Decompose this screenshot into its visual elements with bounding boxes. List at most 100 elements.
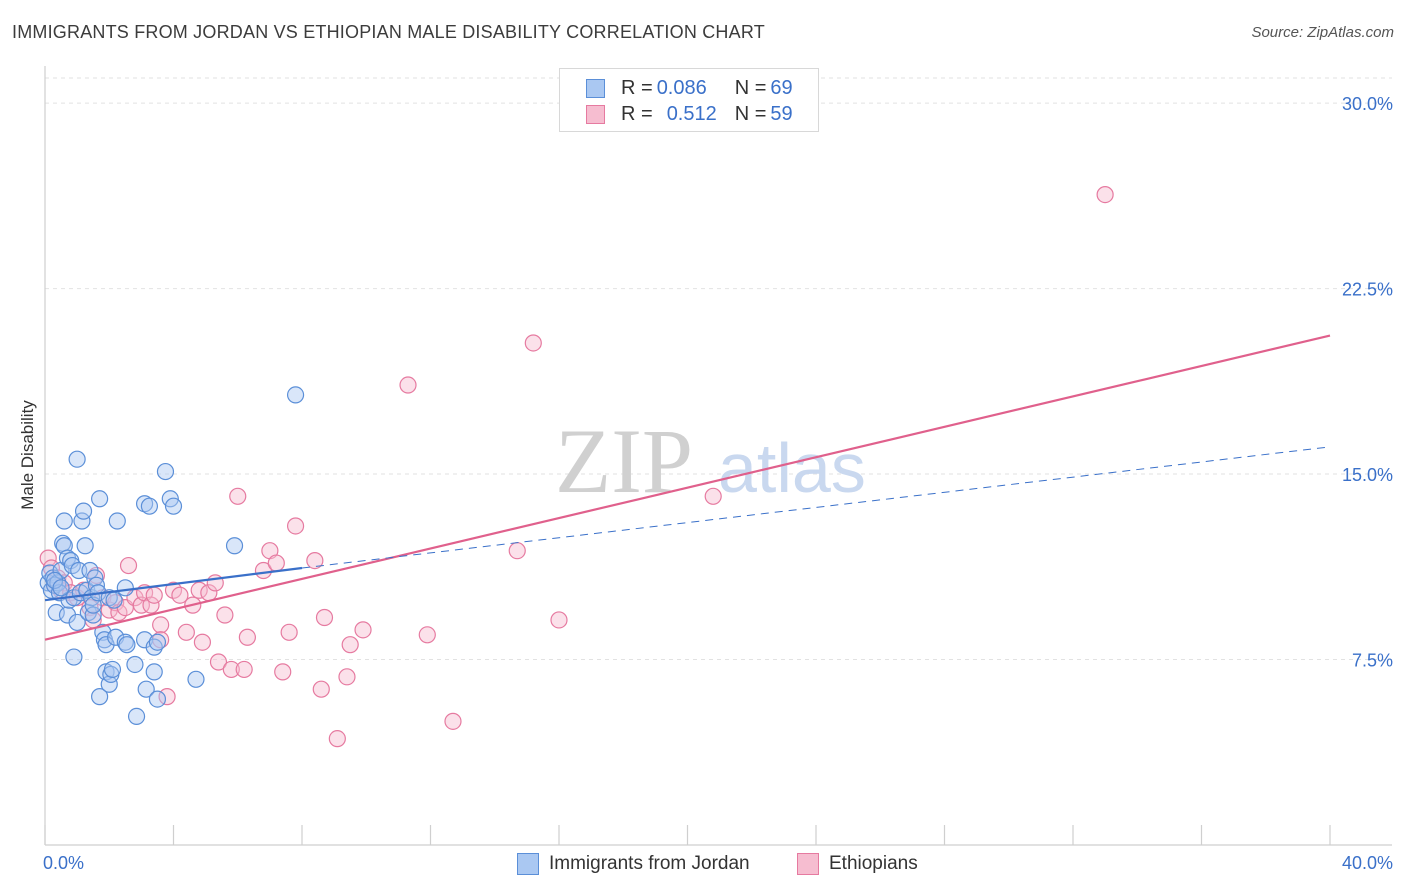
jordan-point	[148, 633, 167, 651]
ethiopians-trend-line	[44, 334, 1331, 641]
jordan-point	[225, 537, 244, 555]
ethiopians-point	[171, 586, 189, 604]
ethiopians-point	[524, 334, 542, 352]
ethiopians-point	[39, 549, 57, 567]
jordan-point	[68, 450, 86, 468]
jordan-point	[52, 579, 70, 597]
ethiopians-point	[222, 660, 240, 679]
ethiopians-point	[238, 628, 256, 646]
ethiopians-point	[418, 626, 436, 644]
jordan-point	[105, 591, 123, 609]
ethiopians-point	[328, 730, 346, 748]
ethiopians-point	[254, 561, 273, 580]
x-tick-label-min: 0.0%	[43, 853, 84, 873]
watermark: ZIP atlas	[555, 410, 866, 512]
x-tick-label-max: 40.0%	[1342, 853, 1393, 873]
ethiopians-point	[209, 653, 228, 671]
tick-labels: 7.5% 15.0% 22.5% 30.0% 0.0% 40.0%	[43, 94, 1393, 873]
ethiopians-point	[508, 542, 526, 560]
y-tick-label: 15.0%	[1342, 465, 1393, 485]
ethiopians-point	[338, 668, 356, 686]
legend-jordan-label: Immigrants from Jordan	[549, 853, 750, 874]
jordan-n-value: 69	[770, 76, 793, 99]
ethiopians-n-label: N =	[734, 102, 767, 125]
ethiopians-point	[274, 663, 292, 681]
watermark-zip: ZIP	[555, 410, 693, 512]
ethiopians-point	[306, 552, 324, 570]
jordan-point	[47, 603, 65, 622]
ethiopians-point	[704, 487, 722, 505]
ethiopians-n-value: 59	[770, 102, 793, 125]
ethiopians-point	[286, 517, 305, 535]
legend-row-ethiopians: R = 0.512 N = 59	[586, 102, 793, 126]
jordan-point	[187, 670, 205, 688]
jordan-r-value: 0.086	[656, 76, 707, 99]
ethiopians-point	[354, 621, 372, 639]
ethiopians-point	[399, 376, 417, 394]
jordan-point	[76, 537, 94, 555]
source-credit: Source: ZipAtlas.com	[1251, 24, 1394, 41]
ethiopians-point	[152, 616, 170, 634]
jordan-point	[137, 680, 155, 698]
jordan-point	[116, 579, 134, 597]
jordan-point	[68, 613, 86, 632]
jordan-point	[145, 663, 163, 681]
y-tick-label: 7.5%	[1352, 651, 1393, 671]
jordan-point	[91, 490, 109, 508]
ethiopians-r-value: 0.512	[666, 102, 717, 125]
jordan-point	[286, 386, 305, 404]
ethiopians-swatch	[586, 104, 605, 124]
ethiopians-point	[444, 712, 462, 730]
legend-jordan-swatch	[517, 853, 539, 875]
legend-item-jordan: Immigrants from Jordan	[517, 852, 750, 876]
jordan-point	[145, 638, 163, 656]
ethiopians-point	[145, 586, 163, 604]
ethiopians-r-label: R =	[621, 102, 653, 125]
ethiopians-point	[177, 623, 195, 641]
jordan-point	[74, 502, 93, 520]
jordan-point	[126, 655, 144, 674]
jordan-trend-line-dashed	[301, 446, 1331, 569]
jordan-point	[65, 648, 83, 666]
jordan-point	[156, 462, 175, 481]
axes	[44, 66, 1392, 846]
legend-ethiopians-swatch	[797, 853, 819, 875]
jordan-r-label: R =	[621, 76, 653, 99]
ethiopians-point	[550, 611, 568, 629]
ethiopians-point	[341, 636, 359, 654]
chart-title: IMMIGRANTS FROM JORDAN VS ETHIOPIAN MALE…	[12, 22, 765, 42]
jordan-n-label: N =	[734, 76, 767, 99]
ethiopians-point	[280, 623, 298, 641]
jordan-point	[118, 636, 136, 654]
jordan-swatch	[586, 78, 605, 98]
jordan-point	[140, 497, 159, 515]
ethiopians-point	[1096, 185, 1114, 204]
jordan-point	[148, 690, 167, 708]
ethiopians-point	[315, 608, 334, 627]
jordan-point	[108, 512, 126, 530]
jordan-point	[127, 707, 146, 726]
ethiopians-point	[216, 606, 234, 624]
ethiopians-point	[312, 680, 330, 698]
watermark-atlas: atlas	[718, 429, 866, 507]
legend-ethiopians-label: Ethiopians	[829, 853, 918, 874]
y-tick-label: 22.5%	[1342, 280, 1393, 300]
ethiopians-point	[267, 554, 285, 572]
ethiopians-point	[119, 556, 138, 575]
ethiopians-point	[193, 633, 212, 651]
legend-item-ethiopians: Ethiopians	[797, 852, 918, 876]
trend-lines	[44, 334, 1331, 641]
ethiopians-point	[229, 487, 247, 505]
ethiopians-point	[142, 596, 160, 614]
correlation-legend: R = 0.086 N = 69 R = 0.512 N = 59	[559, 68, 819, 132]
jordan-point	[103, 660, 122, 679]
jordan-point	[55, 512, 73, 530]
y-axis-label: Male Disability	[18, 400, 37, 510]
jordan-point	[84, 606, 102, 624]
jordan-trend-line-solid	[44, 566, 303, 602]
legend-row-jordan: R = 0.086 N = 69	[586, 76, 793, 100]
jordan-point	[91, 688, 109, 706]
jordan-point	[164, 497, 183, 515]
jordan-point	[135, 495, 154, 513]
ethiopians-point	[235, 660, 253, 679]
